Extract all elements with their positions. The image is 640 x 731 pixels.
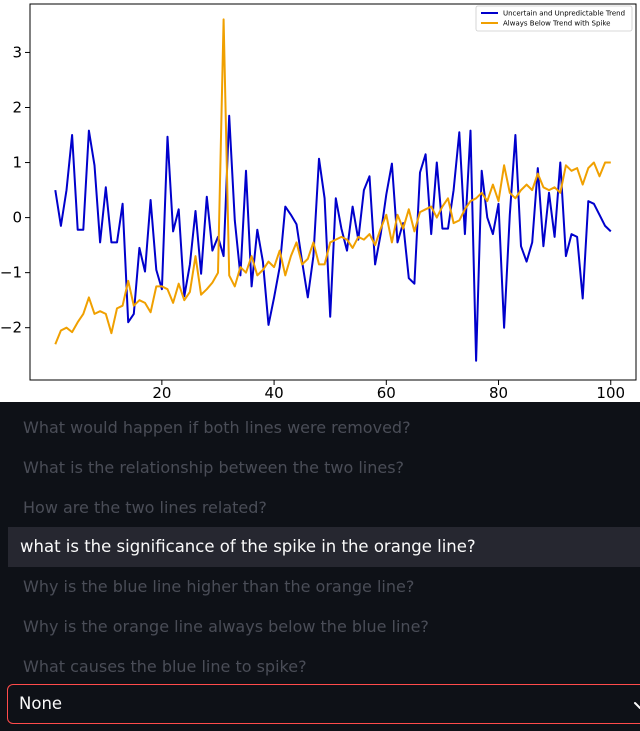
question-option[interactable]: What is the relationship between the two… [23, 457, 405, 477]
x-tick-label: 80 [489, 384, 508, 402]
x-tick-label: 60 [377, 384, 396, 402]
legend: Uncertain and Unpredictable Trend Always … [475, 5, 633, 32]
y-tick-label: 3 [12, 43, 22, 61]
y-tick-label: −2 [0, 319, 22, 337]
x-tick-label: 40 [265, 384, 284, 402]
series-line-orange [54, 18, 611, 345]
y-tick-label: −1 [0, 264, 22, 282]
question-list[interactable]: What would happen if both lines were rem… [0, 408, 640, 687]
plot-frame [29, 3, 637, 381]
series-line-blue [54, 114, 612, 362]
legend-box [475, 5, 633, 32]
x-tick-label: 20 [152, 384, 171, 402]
legend-label: Always Below Trend with Spike [503, 20, 610, 28]
select-value: None [19, 694, 63, 713]
legend-label: Uncertain and Unpredictable Trend [503, 10, 625, 18]
chevron-down-icon[interactable] [632, 697, 640, 713]
question-option-selected[interactable]: what is the significance of the spike in… [8, 527, 640, 568]
chart-panel: 20 40 60 80 100 −2 −1 0 1 2 3 Uncertain and Unpredi… [0, 0, 640, 402]
question-option[interactable]: Why is the orange line always below the … [23, 616, 429, 636]
question-option[interactable]: What causes the blue line to spike? [23, 656, 307, 676]
y-tick-label: 1 [12, 154, 22, 172]
y-tick-label: 0 [12, 209, 22, 227]
x-tick-label: 100 [596, 384, 625, 402]
question-option[interactable]: What would happen if both lines were rem… [23, 418, 411, 437]
question-option[interactable]: Why is the blue line higher than the ora… [23, 577, 415, 597]
y-tick-label: 2 [12, 98, 22, 116]
answer-select[interactable]: None [7, 684, 640, 724]
line-chart: 20 40 60 80 100 −2 −1 0 1 2 3 Uncertain and Unpredi… [0, 3, 637, 402]
question-option[interactable]: How are the two lines related? [23, 497, 267, 517]
